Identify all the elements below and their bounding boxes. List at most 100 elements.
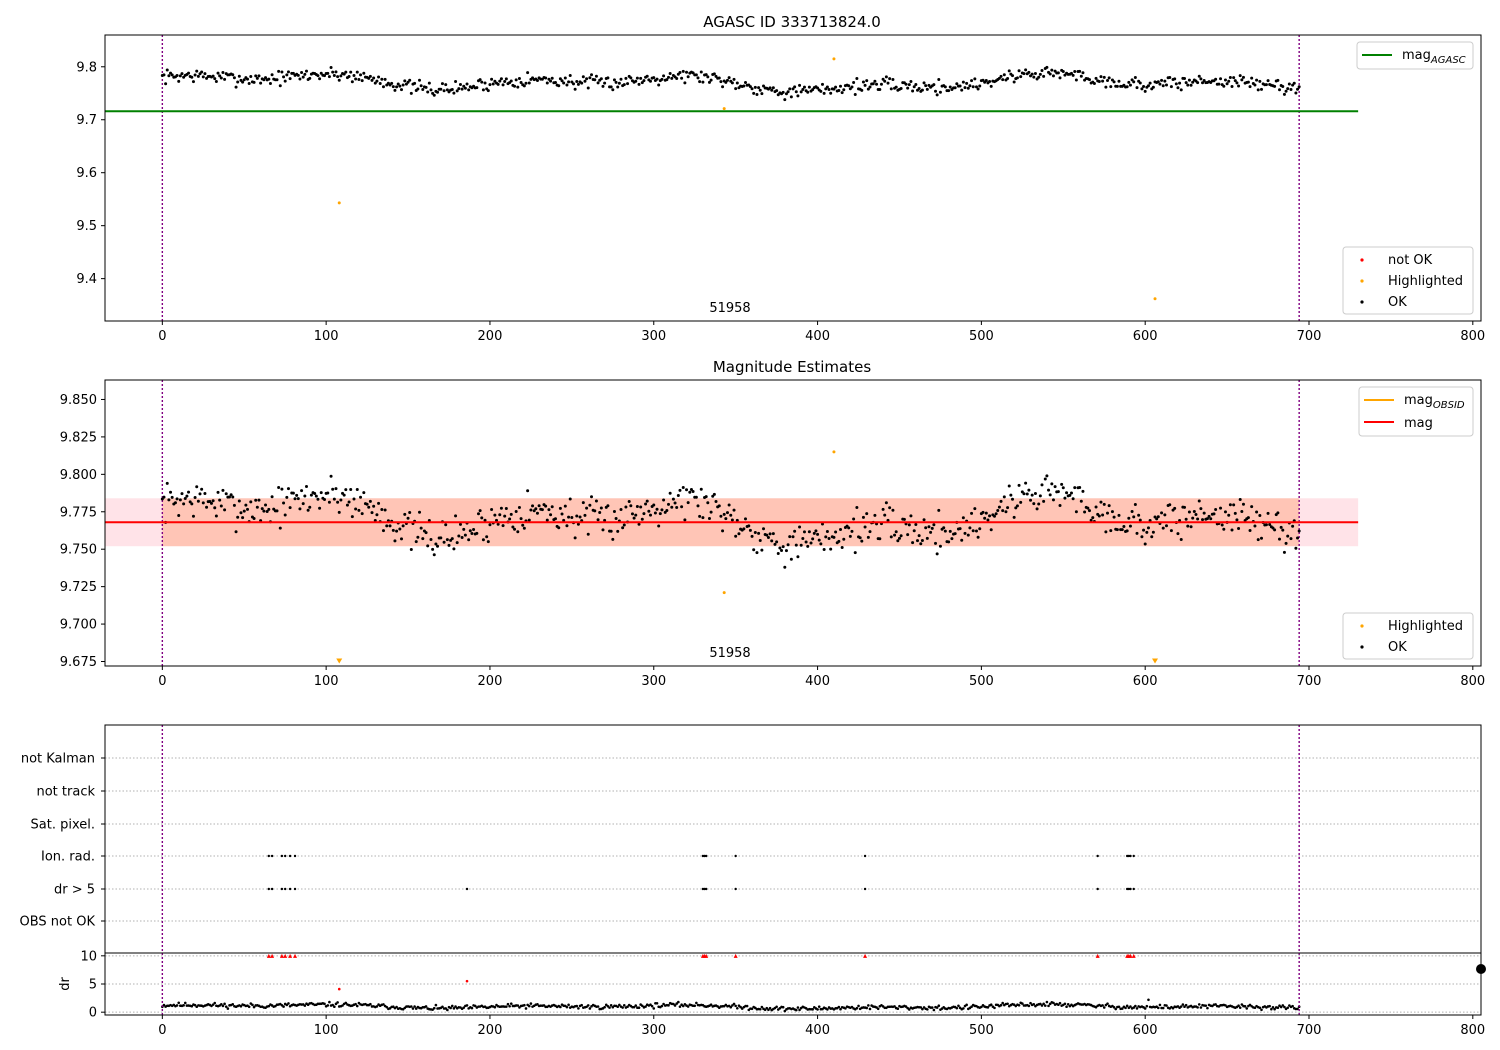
ok-point — [866, 87, 870, 91]
dr-point — [1243, 1005, 1247, 1008]
ok-point — [820, 522, 824, 526]
ok-point — [195, 69, 199, 73]
ok-point — [1078, 485, 1082, 489]
ok-point — [576, 522, 580, 526]
ok-point — [377, 75, 381, 79]
ok-point — [1015, 504, 1019, 508]
ok-point — [757, 86, 761, 90]
ok-point — [958, 84, 962, 88]
ok-point — [603, 518, 607, 522]
ok-point — [1233, 79, 1237, 83]
dr-clipped-marker — [266, 953, 271, 958]
ok-point — [519, 80, 523, 84]
ok-point — [639, 76, 643, 80]
ok-point — [450, 88, 454, 92]
ok-point — [609, 85, 613, 89]
ok-point — [1027, 70, 1031, 74]
ok-point — [586, 86, 590, 90]
ok-point — [925, 536, 929, 540]
dr-point — [221, 1004, 225, 1008]
ok-point — [899, 86, 903, 90]
ok-point — [1235, 518, 1239, 522]
agasc-y-tick-label: 9.6 — [76, 166, 97, 181]
ok-point — [223, 508, 227, 512]
ok-point — [984, 511, 988, 515]
flag-point — [1096, 854, 1099, 858]
ok-point — [868, 530, 872, 534]
ok-point — [409, 547, 413, 551]
ok-point — [802, 85, 806, 89]
ok-point — [187, 71, 191, 75]
ok-point — [971, 529, 975, 533]
ok-point — [316, 74, 320, 78]
ok-point — [970, 511, 974, 515]
ok-point — [1164, 524, 1168, 528]
ok-point — [1091, 516, 1095, 520]
ok-point — [596, 81, 600, 85]
ok-point — [1279, 525, 1283, 529]
ok-point — [381, 85, 385, 89]
ok-point — [858, 536, 862, 540]
ok-point — [801, 536, 805, 540]
ok-point — [1045, 474, 1049, 478]
ok-point — [308, 76, 312, 80]
x-tick-label: 700 — [1297, 329, 1322, 344]
ok-point — [655, 507, 659, 511]
ok-point — [938, 544, 942, 548]
ok-point — [454, 79, 458, 83]
ok-point — [1073, 486, 1077, 490]
ok-point — [399, 537, 403, 541]
ok-point — [1009, 493, 1013, 497]
ok-point — [1024, 68, 1028, 72]
dr-point — [957, 1004, 960, 1008]
magnitude-marker-legend: Highlighted OK — [1342, 612, 1474, 660]
ok-point — [575, 514, 579, 518]
dr-point — [1197, 1003, 1201, 1006]
ok-point — [827, 87, 831, 91]
ok-point — [339, 74, 343, 78]
ok-point — [583, 513, 587, 517]
dr-point — [650, 1004, 654, 1008]
dr-point — [1291, 1004, 1294, 1008]
ok-point — [267, 77, 271, 81]
ok-point — [783, 98, 787, 102]
ok-point — [783, 565, 787, 569]
ok-point — [1294, 546, 1298, 550]
agasc-panel-annotation: 51958 — [709, 301, 750, 316]
ok-point — [246, 77, 250, 81]
ok-point — [283, 513, 287, 517]
ok-point — [370, 511, 374, 515]
ok-point — [955, 82, 959, 86]
ok-point — [1160, 78, 1164, 82]
ok-point — [709, 78, 713, 82]
ok-point — [886, 518, 890, 522]
ok-point — [1127, 80, 1131, 84]
ok-point — [1228, 76, 1232, 80]
ok-point — [734, 87, 738, 91]
ok-point — [246, 507, 250, 511]
flag-point — [283, 854, 287, 858]
legend-highlighted-marker — [1360, 279, 1364, 283]
dr-point — [1124, 1006, 1127, 1010]
ok-point — [953, 532, 957, 536]
dr-point — [411, 1007, 415, 1010]
dr-point — [224, 1005, 228, 1008]
ok-point — [1138, 518, 1142, 522]
magnitude-y-tick-label: 9.850 — [60, 393, 97, 408]
ok-point — [368, 74, 372, 78]
dr-point — [1204, 1004, 1208, 1007]
dr-point — [1112, 1005, 1116, 1009]
dr-y-axis: 0 5 10 — [80, 949, 105, 1021]
dr-point — [1145, 1004, 1149, 1008]
ok-point — [344, 70, 348, 74]
ok-point — [598, 510, 602, 514]
ok-point — [884, 75, 888, 79]
ok-point — [775, 540, 779, 544]
ok-point — [1017, 69, 1021, 73]
ok-point — [293, 497, 297, 501]
ok-point — [865, 512, 869, 516]
ok-point — [1189, 525, 1193, 529]
ok-point — [974, 529, 978, 533]
ok-point — [855, 505, 859, 509]
ok-point — [296, 497, 300, 501]
